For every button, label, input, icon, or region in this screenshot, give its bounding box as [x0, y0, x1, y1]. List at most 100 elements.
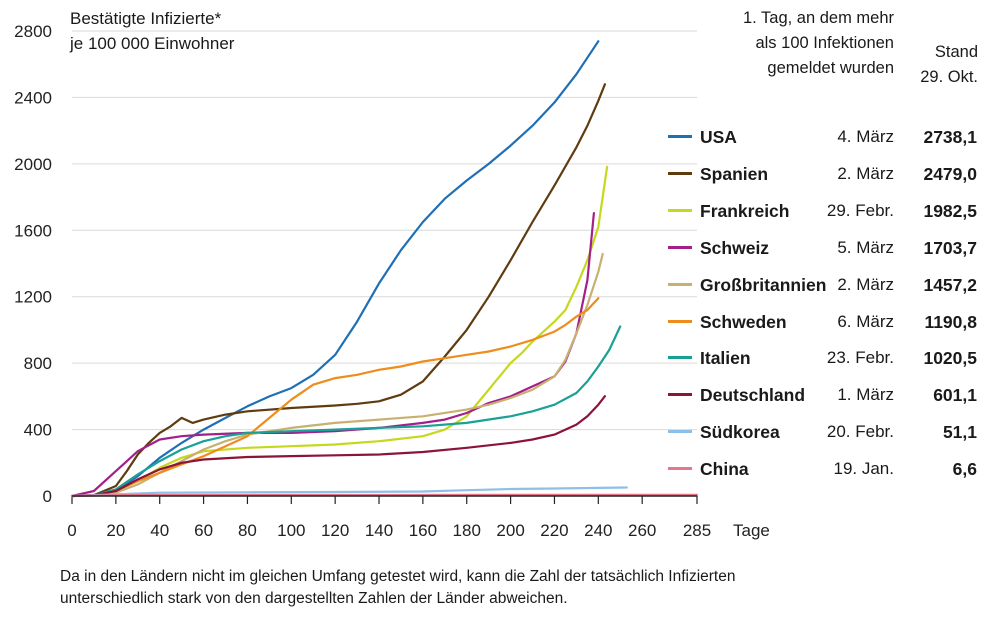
legend-country-name: Großbritannien: [700, 274, 827, 295]
footnote-line-1: Da in den Ländern nicht im gleichen Umfa…: [60, 568, 736, 585]
legend-country-name: Frankreich: [700, 200, 790, 221]
legend-first-day: 1. März: [837, 385, 894, 405]
legend-swatch: [668, 356, 692, 360]
series-line-2: [70, 83, 606, 498]
y-tick-label: 0: [43, 487, 52, 506]
legend-item: Frankreich 29. Febr. 1982,5: [668, 198, 980, 224]
x-tick-label: 120: [321, 521, 349, 540]
legend-first-day: 4. März: [837, 127, 894, 146]
legend-header-value: Stand 29. Okt.: [920, 40, 978, 90]
y-tick-label: 800: [24, 354, 52, 373]
legend-item: Deutschland 1. März 601,1: [668, 382, 980, 408]
x-tick-label: 100: [277, 521, 305, 540]
legend-value: 601,1: [933, 385, 977, 406]
series-line-8: [70, 395, 606, 498]
y-axis-title: Bestätigte Infizierte* je 100 000 Einwoh…: [70, 6, 310, 56]
legend-first-day: 2. März: [837, 274, 894, 294]
y-axis-title-line-2: je 100 000 Einwohner: [70, 34, 235, 53]
legend-country-name: China: [700, 459, 749, 480]
legend-country-name: Südkorea: [700, 422, 780, 443]
series-line-4: [70, 212, 595, 498]
legend-swatch: [668, 430, 692, 434]
legend-header-value-line-2: 29. Okt.: [920, 68, 978, 86]
legend-value: 6,6: [952, 459, 977, 480]
legend-item: Schweiz 5. März 1703,7: [668, 235, 980, 261]
legend-header-date-line-3: gemeldet wurden: [767, 59, 894, 77]
series-line-1: [70, 40, 600, 498]
x-tick-labels: 0 20 40 60 80 100 120 140 160 180 200 220 240 260 285: [67, 521, 711, 540]
legend-first-day: 5. März: [837, 237, 894, 257]
x-tick-label: 180: [453, 521, 481, 540]
legend-swatch: [668, 171, 692, 175]
y-axis-title-line-1: Bestätigte Infizierte*: [70, 9, 222, 28]
footnote-line-2: unterschiedlich stark von den dargestell…: [60, 590, 568, 607]
x-tick-label: 240: [584, 521, 612, 540]
legend-value: 1457,2: [923, 274, 977, 295]
legend-item: Italien 23. Febr. 1020,5: [668, 345, 980, 371]
legend-value: 51,1: [942, 422, 977, 443]
legend-header-date-line-1: 1. Tag, an dem mehr: [742, 9, 894, 27]
x-tick-label: 285: [683, 521, 711, 540]
legend-swatch: [668, 467, 692, 471]
series-line-3: [70, 165, 609, 498]
legend-country-name: Schweden: [700, 311, 787, 332]
legend-first-day: 29. Febr.: [826, 200, 894, 220]
y-tick-label: 2400: [14, 88, 52, 107]
legend-swatch: [668, 393, 692, 397]
legend-item: Südkorea 20. Febr. 51,1: [668, 419, 980, 445]
legend-item: Spanien 2. März 2479,0: [668, 161, 980, 187]
x-tick-label: 80: [238, 521, 257, 540]
legend-value: 1982,5: [923, 200, 977, 221]
legend-country-name: Spanien: [700, 163, 769, 184]
legend-first-day: 23. Febr.: [826, 348, 894, 368]
legend-first-day: 19. Jan.: [833, 459, 895, 479]
x-tick-label: 60: [194, 521, 213, 540]
legend-country-name: Deutschland: [700, 385, 806, 406]
x-tick-label: 160: [409, 521, 437, 540]
x-tick-label: 220: [540, 521, 568, 540]
x-tick-label: 140: [365, 521, 393, 540]
legend-first-day: 20. Febr.: [826, 422, 894, 442]
y-tick-label: 2800: [14, 22, 52, 41]
legend-item: Schweden 6. März 1190,8: [668, 309, 980, 335]
y-tick-labels: 0 400 800 1200 1600 2000 2400 2800: [14, 22, 52, 506]
x-tick-label: 260: [628, 521, 656, 540]
footnote: Da in den Ländern nicht im gleichen Umfa…: [60, 566, 960, 610]
legend-swatch: [668, 135, 692, 138]
legend-value: 2738,1: [923, 127, 977, 147]
grid-layer: [71, 30, 698, 504]
legend-first-day: 6. März: [837, 311, 894, 331]
legend-swatch: [668, 208, 692, 212]
series-line-7: [70, 325, 622, 498]
legend-value: 1190,8: [924, 311, 977, 332]
legend-header-value-line-1: Stand: [934, 43, 978, 61]
series-lines: [70, 40, 699, 498]
y-tick-label: 400: [24, 421, 52, 440]
x-tick-label: 200: [496, 521, 524, 540]
legend-first-day: 2. März: [837, 163, 894, 183]
x-tick-label: 0: [67, 521, 76, 540]
series-line-9: [70, 486, 628, 498]
legend-swatch: [668, 245, 692, 249]
x-tick-label: 20: [106, 521, 125, 540]
legend-country-name: USA: [700, 127, 737, 147]
y-tick-label: 1600: [14, 221, 52, 240]
y-tick-label: 1200: [14, 288, 52, 307]
x-tick-label: 40: [150, 521, 169, 540]
legend-header-date-line-2: als 100 Infektionen: [755, 34, 894, 52]
legend-item: China 19. Jan. 6,6: [668, 456, 980, 482]
series-line-6: [70, 297, 600, 498]
legend-value: 2479,0: [923, 163, 977, 184]
legend-value: 1703,7: [923, 237, 977, 258]
y-tick-label: 2000: [14, 155, 52, 174]
legend-value: 1020,5: [923, 348, 977, 369]
legend-header-date: 1. Tag, an dem mehr als 100 Infektionen …: [743, 6, 894, 81]
legend-item: Großbritannien 2. März 1457,2: [668, 272, 980, 298]
legend-country-name: Schweiz: [700, 237, 770, 258]
legend-swatch: [668, 282, 692, 286]
legend-country-name: Italien: [700, 348, 751, 369]
series-line-5: [70, 252, 604, 498]
legend-item: USA 4. März 2738,1: [668, 124, 980, 150]
legend-swatch: [668, 319, 692, 323]
